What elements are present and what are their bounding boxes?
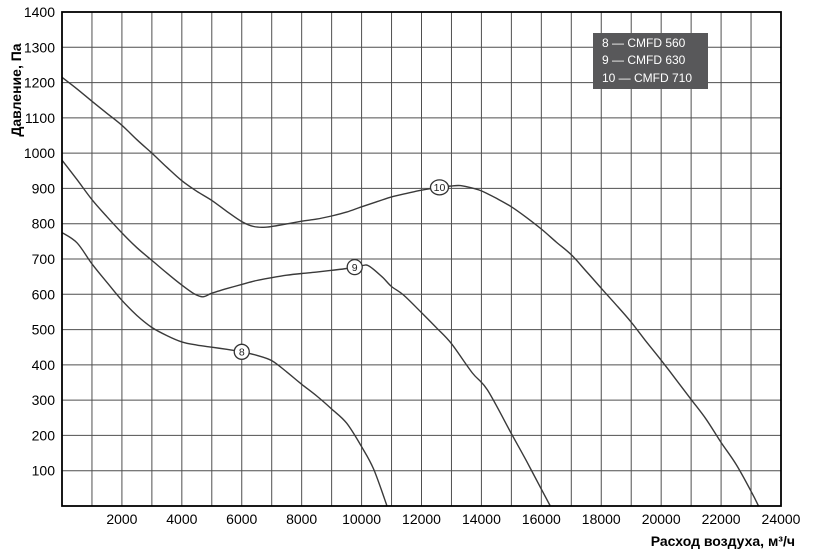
x-axis-title: Расход воздуха, м³/ч <box>650 533 795 549</box>
y-tick-label: 500 <box>32 322 56 338</box>
curve-cmfd-560 <box>61 231 388 507</box>
y-tick-label: 1300 <box>24 39 55 55</box>
y-tick-label: 800 <box>32 216 56 232</box>
x-tick-label: 4000 <box>166 511 197 527</box>
y-tick-label: 1200 <box>24 75 55 91</box>
y-tick-label: 1100 <box>25 110 55 126</box>
x-tick-label: 2000 <box>106 511 137 527</box>
y-tick-label: 600 <box>32 286 56 302</box>
x-tick-label: 10000 <box>342 511 381 527</box>
x-tick-label: 22000 <box>702 511 741 527</box>
curve-cmfd-710 <box>61 76 760 507</box>
x-tick-label: 18000 <box>582 511 621 527</box>
curve-marker-9 <box>346 258 363 276</box>
y-tick-label: 1400 <box>24 4 55 20</box>
curve-cmfd-630 <box>61 159 551 507</box>
y-tick-label: 100 <box>32 463 56 479</box>
legend: 8 — CMFD 560 9 — CMFD 630 10 — CMFD 710 <box>593 33 708 89</box>
x-tick-label: 20000 <box>642 511 681 527</box>
x-tick-label: 6000 <box>226 511 257 527</box>
legend-item-3: 10 — CMFD 710 <box>602 70 693 85</box>
x-tick-label: 8000 <box>286 511 317 527</box>
curve-marker-label-8: 8 <box>239 347 245 359</box>
legend-item-1: 8 — CMFD 560 <box>602 35 686 50</box>
y-tick-label: 700 <box>32 251 56 267</box>
y-tick-label: 400 <box>32 357 56 373</box>
x-tick-label: 14000 <box>462 511 501 527</box>
curve-marker-label-10: 10 <box>434 182 446 194</box>
x-tick-label: 16000 <box>522 511 561 527</box>
y-tick-label: 900 <box>32 180 56 196</box>
curve-marker-10 <box>429 179 450 196</box>
y-tick-label: 200 <box>32 427 56 443</box>
curve-marker-label-9: 9 <box>352 262 358 274</box>
x-tick-label: 24000 <box>762 511 801 527</box>
x-tick-label: 12000 <box>402 511 441 527</box>
y-tick-label: 300 <box>32 392 56 408</box>
legend-item-2: 9 — CMFD 630 <box>602 53 686 68</box>
curve-marker-8 <box>233 343 250 360</box>
plot-border <box>61 11 782 507</box>
y-tick-label: 1000 <box>24 145 55 161</box>
